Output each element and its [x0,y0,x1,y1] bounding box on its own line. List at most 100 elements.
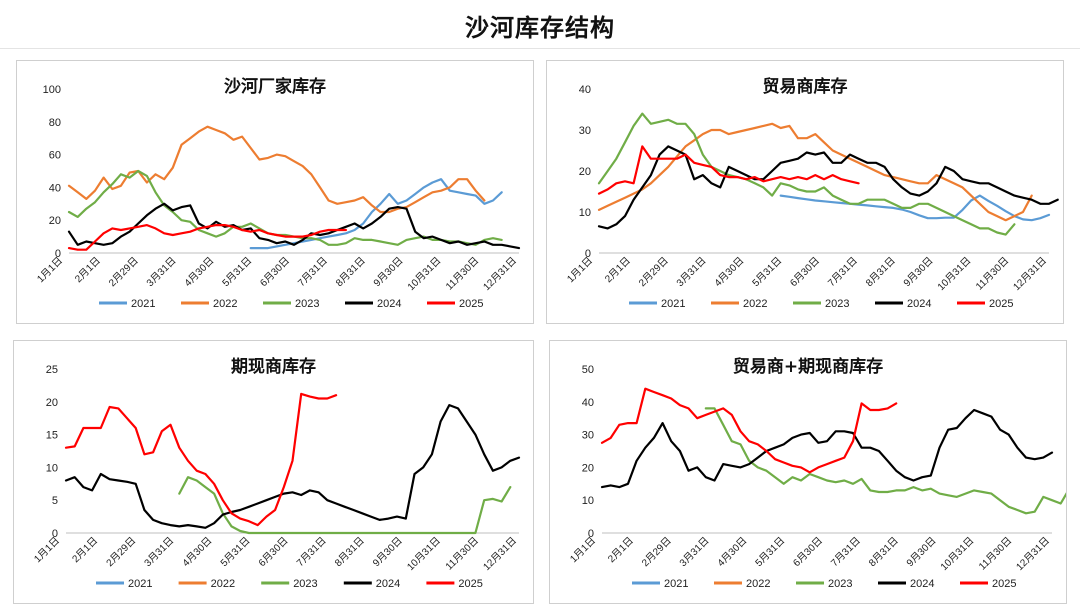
legend-label: 2024 [907,298,931,310]
x-tick-label: 11月30日 [443,535,481,573]
legend-label: 2025 [458,578,482,590]
x-tick-label: 9月30日 [370,535,404,569]
x-tick-label: 2月1日 [602,255,632,285]
series-line-2022 [597,122,1033,222]
y-tick-label: 30 [579,125,591,137]
chart-title: 期现商库存 [231,356,316,377]
legend-label: 2025 [989,298,1013,310]
chart-title: 贸易商库存 [763,76,848,97]
series-line-2021 [249,178,503,250]
series-line-2023 [178,476,512,535]
y-tick-label: 20 [49,215,61,227]
x-tick-label: 3月31日 [674,255,708,289]
x-tick-label: 9月30日 [901,255,935,289]
legend-label: 2023 [828,578,852,590]
y-tick-label: 0 [588,528,594,540]
y-tick-label: 15 [46,430,58,442]
series-line-2021 [779,194,1051,222]
legend-label: 2023 [295,298,319,310]
y-tick-label: 25 [46,364,58,376]
y-tick-label: 50 [582,364,594,376]
x-tick-label: 8月31日 [863,255,897,289]
legend-label: 2025 [992,578,1016,590]
legend-label: 2021 [131,298,155,310]
x-tick-label: 2月1日 [72,255,102,285]
series-line-2024 [597,145,1059,230]
series-line-2024 [64,403,521,529]
x-tick-label: 4月30日 [712,255,746,289]
series-line-2023 [597,112,1016,236]
x-tick-label: 7月31日 [826,255,860,289]
x-tick-label: 2月1日 [70,535,100,565]
x-tick-label: 5月31日 [220,255,254,289]
y-tick-label: 80 [49,117,61,129]
chart-title: 贸易商+期现商库存 [733,356,883,377]
series-line-2025 [64,392,338,527]
y-tick-label: 5 [52,495,58,507]
y-tick-label: 10 [582,495,594,507]
x-tick-label: 5月31日 [218,535,252,569]
x-tick-label: 10月31日 [938,535,976,573]
x-tick-label: 3月31日 [142,535,176,569]
series-line-2023 [67,169,503,246]
chart-panel-factory-inventory: 沙河厂家库存 0 20 40 60 80 100 1月1日 2月1日 2月29日 3月31日 4月30… [16,60,534,324]
series-line-2025 [600,387,898,474]
series-line-2023 [704,407,1066,515]
y-tick-label: 10 [579,207,591,219]
x-tick-label: 6月30日 [788,255,822,289]
legend-label: 2023 [293,578,317,590]
x-tick-label: 7月31日 [294,535,328,569]
x-tick-label: 1月1日 [32,535,62,565]
legend-label: 2022 [211,578,235,590]
x-tick-label: 2月29日 [639,535,673,569]
x-tick-label: 1月1日 [35,255,65,285]
series-line-2025 [67,224,347,251]
y-tick-label: 100 [43,84,61,96]
x-tick-label: 4月30日 [715,535,749,569]
series-line-2022 [67,125,486,214]
y-tick-label: 0 [55,248,61,260]
x-tick-label: 11月30日 [973,255,1011,293]
x-tick-label: 1月1日 [565,255,595,285]
x-tick-label: 2月29日 [636,255,670,289]
series-line-2024 [67,202,521,250]
x-tick-label: 10月31日 [935,255,973,293]
factory-inventory-chart: 沙河厂家库存 0 20 40 60 80 100 1月1日 2月1日 2月29日 3月31日 4月30… [35,76,521,310]
y-tick-label: 30 [582,430,594,442]
x-tick-label: 2月29日 [104,535,138,569]
y-tick-label: 60 [49,150,61,162]
chart-panel-trader-inventory: 贸易商库存 0 10 20 30 40 1月1日 2月1日 2月29日 3月31日 4月30日 5月3… [546,60,1064,324]
legend-label: 2022 [213,298,237,310]
y-tick-label: 20 [46,397,58,409]
trader-inventory-chart: 贸易商库存 0 10 20 30 40 1月1日 2月1日 2月29日 3月31日 4月30日 5月3… [565,76,1059,310]
x-tick-label: 11月30日 [976,535,1014,573]
legend-label: 2021 [664,578,688,590]
y-tick-label: 10 [46,462,58,474]
chart-panel-combined-inventory: 贸易商+期现商库存 0 10 20 30 40 50 1月1日 2月1日 2月29日 3月31日 4月… [549,340,1067,604]
title-divider [0,48,1080,49]
y-tick-label: 20 [579,166,591,178]
legend-label: 2021 [128,578,152,590]
series-line-2025 [597,145,860,195]
y-tick-label: 0 [585,248,591,260]
chart-title: 沙河厂家库存 [224,76,326,97]
legend-label: 2025 [459,298,483,310]
x-tick-label: 5月31日 [753,535,787,569]
x-tick-label: 11月30日 [443,255,481,293]
x-tick-label: 2月29日 [106,255,140,289]
x-tick-label: 12月31日 [481,255,519,293]
x-tick-label: 5月31日 [750,255,784,289]
legend-label: 2022 [743,298,767,310]
x-tick-label: 7月31日 [296,255,330,289]
x-tick-label: 3月31日 [144,255,178,289]
x-tick-label: 6月30日 [258,255,292,289]
x-tick-label: 4月30日 [180,535,214,569]
legend-label: 2022 [746,578,770,590]
legend-label: 2024 [910,578,934,590]
x-tick-label: 8月31日 [866,535,900,569]
x-tick-label: 10月31日 [405,535,443,573]
x-tick-label: 12月31日 [1011,255,1049,293]
x-tick-label: 9月30日 [904,535,938,569]
chart-panel-futures-inventory: 期现商库存 0 5 10 15 20 25 1月1日 2月1日 2月29日 3月31日 4月30日 5月… [13,340,534,604]
